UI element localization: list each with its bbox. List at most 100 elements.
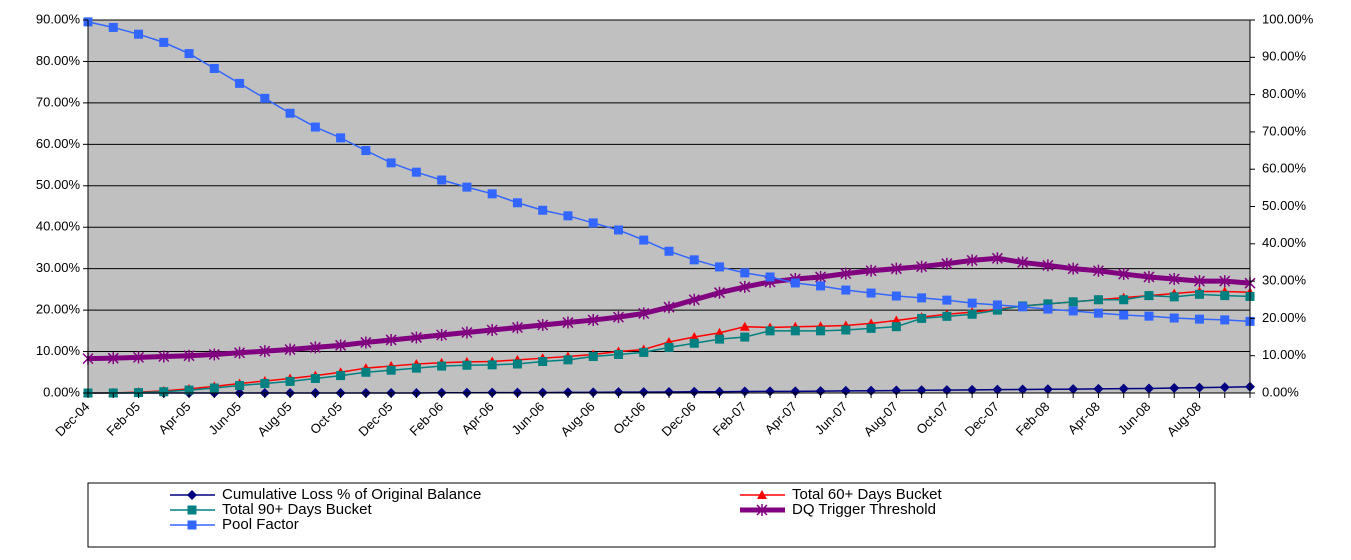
x-tick-label: Oct-05: [307, 399, 345, 437]
marker: [714, 386, 725, 397]
marker: [260, 378, 270, 388]
marker: [739, 321, 750, 331]
marker: [336, 371, 346, 381]
x-tick-label: Jun-08: [1115, 399, 1154, 438]
marker: [1220, 291, 1230, 301]
marker: [612, 311, 625, 324]
marker: [511, 321, 523, 334]
marker: [1194, 382, 1205, 393]
marker: [562, 387, 573, 398]
marker: [1118, 383, 1129, 394]
marker: [1093, 295, 1103, 305]
marker: [1043, 304, 1053, 314]
x-tick-label: Jun-07: [812, 399, 851, 438]
marker: [1194, 289, 1204, 299]
marker: [790, 326, 800, 336]
marker: [209, 63, 219, 73]
marker: [664, 386, 674, 397]
marker: [588, 387, 599, 398]
x-tick-label: Feb-08: [1013, 399, 1053, 439]
marker: [1042, 259, 1054, 272]
marker: [360, 336, 372, 349]
marker: [992, 300, 1002, 310]
marker: [386, 158, 396, 168]
marker: [891, 322, 901, 332]
marker: [208, 348, 220, 361]
marker: [740, 332, 750, 342]
marker: [639, 235, 649, 245]
marker: [1169, 292, 1179, 302]
y-tick-label: 30.00%: [36, 260, 81, 275]
marker: [1119, 310, 1129, 320]
marker: [436, 328, 448, 341]
marker: [158, 350, 170, 363]
x-tick-label: Apr-06: [459, 399, 497, 437]
marker: [740, 268, 750, 278]
marker: [462, 360, 472, 370]
marker: [942, 311, 952, 321]
y-tick-label: 0.00%: [43, 384, 80, 399]
y2-tick-label: 50.00%: [1262, 198, 1307, 213]
marker: [1169, 313, 1179, 323]
legend-label: Cumulative Loss % of Original Balance: [222, 486, 481, 503]
y2-tick-label: 0.00%: [1262, 384, 1299, 399]
marker: [1193, 275, 1206, 288]
x-tick-label: Jun-06: [509, 399, 548, 438]
y-tick-label: 50.00%: [36, 177, 81, 192]
marker: [689, 338, 699, 348]
marker: [841, 325, 851, 335]
marker: [235, 381, 245, 391]
legend-label: Total 90+ Days Bucket: [222, 501, 372, 518]
marker: [689, 386, 700, 397]
x-tick-label: Aug-06: [558, 399, 598, 439]
marker: [866, 288, 876, 298]
x-tick-label: Apr-08: [1065, 399, 1103, 437]
marker: [739, 386, 750, 397]
marker: [815, 270, 827, 283]
legend-box: [87, 482, 1216, 548]
marker: [790, 386, 801, 397]
marker: [967, 384, 978, 395]
marker: [285, 376, 295, 386]
marker: [1093, 383, 1104, 394]
marker: [713, 286, 726, 299]
marker: [410, 331, 422, 344]
marker: [916, 260, 928, 273]
x-tick-label: Apr-05: [155, 399, 193, 437]
marker: [1219, 275, 1231, 288]
marker: [613, 387, 624, 398]
marker: [538, 205, 548, 215]
marker: [385, 333, 397, 346]
marker: [816, 281, 826, 291]
marker: [487, 189, 497, 199]
marker: [1119, 295, 1129, 305]
marker: [361, 146, 371, 156]
marker: [184, 385, 194, 395]
marker: [1143, 270, 1155, 283]
marker: [486, 324, 498, 337]
marker: [512, 359, 522, 369]
marker: [992, 384, 1003, 395]
y-tick-label: 40.00%: [36, 219, 81, 234]
marker: [739, 280, 751, 293]
y-tick-label: 60.00%: [36, 136, 81, 151]
marker: [765, 272, 775, 282]
marker: [187, 490, 197, 500]
marker: [1194, 314, 1204, 324]
marker: [235, 78, 245, 88]
x-tick-label: Dec-04: [52, 399, 92, 439]
marker: [107, 352, 119, 365]
marker: [1144, 311, 1154, 321]
marker: [757, 490, 767, 499]
y-tick-label: 80.00%: [36, 53, 81, 68]
marker: [187, 520, 197, 530]
marker: [663, 301, 675, 314]
y2-tick-label: 100.00%: [1262, 11, 1314, 26]
marker: [1219, 382, 1230, 393]
marker: [664, 342, 674, 352]
series: [82, 252, 1256, 365]
marker: [411, 167, 421, 177]
marker: [866, 323, 876, 333]
marker: [942, 295, 952, 305]
